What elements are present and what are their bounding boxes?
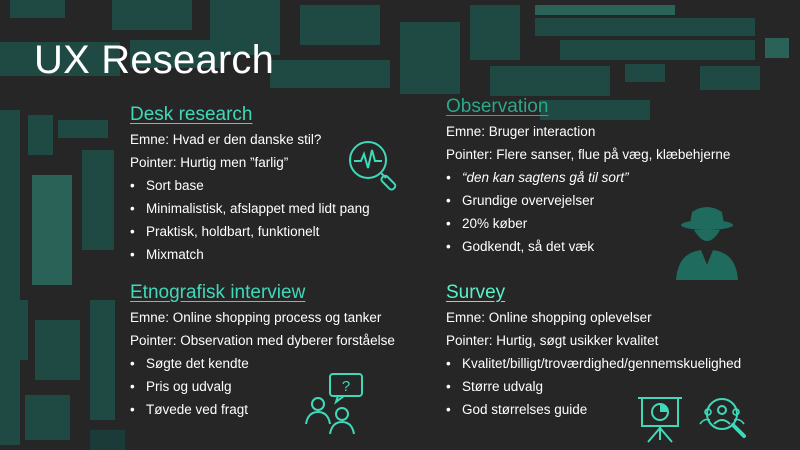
list-item: Tøvede ved fragt (130, 402, 440, 417)
list-item: Praktisk, holdbart, funktionelt (130, 224, 430, 239)
observation-subject: Emne: Bruger interaction (446, 124, 596, 139)
interview-section: Etnografisk interview Emne: Online shopp… (130, 282, 440, 425)
spy-icon (676, 207, 738, 280)
observation-bullets: “den kan sagtens gå til sort” Grundige o… (446, 170, 786, 254)
interview-pointer: Pointer: Observation med dyberer forståe… (130, 333, 395, 348)
svg-text:?: ? (342, 378, 350, 395)
list-item: Kvalitet/billigt/troværdighed/gennemskue… (446, 356, 786, 371)
desk-research-bullets: Sort base Minimalistisk, afslappet med l… (130, 178, 430, 262)
presentation-chart-icon (638, 397, 682, 443)
list-item: God størrelses guide (446, 402, 786, 417)
list-item: Større udvalg (446, 379, 786, 394)
desk-research-pointer: Pointer: Hurtig men ”farlig” (130, 155, 289, 170)
list-item: Mixmatch (130, 247, 430, 262)
observation-section: Observation Emne: Bruger interaction Poi… (446, 96, 786, 262)
interview-subject: Emne: Online shopping process og tanker (130, 310, 382, 325)
survey-heading: Survey (446, 282, 506, 303)
list-item: Pris og udvalg (130, 379, 440, 394)
list-item: 20% køber (446, 216, 786, 231)
desk-research-heading: Desk research (130, 104, 253, 125)
observation-heading: Observation (446, 96, 549, 117)
survey-pointer: Pointer: Hurtig, søgt usikker kvalitet (446, 333, 659, 348)
list-item: Godkendt, så det væk (446, 239, 786, 254)
magnifier-heartbeat-icon (349, 141, 397, 191)
list-item: Grundige overvejelser (446, 193, 786, 208)
list-item: Sort base (130, 178, 430, 193)
survey-subject: Emne: Online shopping oplevelser (446, 310, 652, 325)
desk-research-section: Desk research Emne: Hvad er den danske s… (130, 104, 430, 270)
survey-section: Survey Emne: Online shopping oplevelser … (446, 282, 786, 425)
user-search-icon (699, 398, 746, 438)
slide-title: UX Research (34, 38, 275, 82)
desk-research-subject: Emne: Hvad er den danske stil? (130, 132, 322, 147)
survey-bullets: Kvalitet/billigt/troværdighed/gennemskue… (446, 356, 786, 417)
list-item: Minimalistisk, afslappet med lidt pang (130, 201, 430, 216)
interview-heading: Etnografisk interview (130, 282, 306, 303)
list-item: Søgte det kendte (130, 356, 440, 371)
interview-question-icon: ? (305, 373, 363, 435)
observation-pointer: Pointer: Flere sanser, flue på væg, klæb… (446, 147, 731, 162)
list-item: “den kan sagtens gå til sort” (446, 170, 786, 185)
interview-bullets: Søgte det kendte Pris og udvalg Tøvede v… (130, 356, 440, 417)
